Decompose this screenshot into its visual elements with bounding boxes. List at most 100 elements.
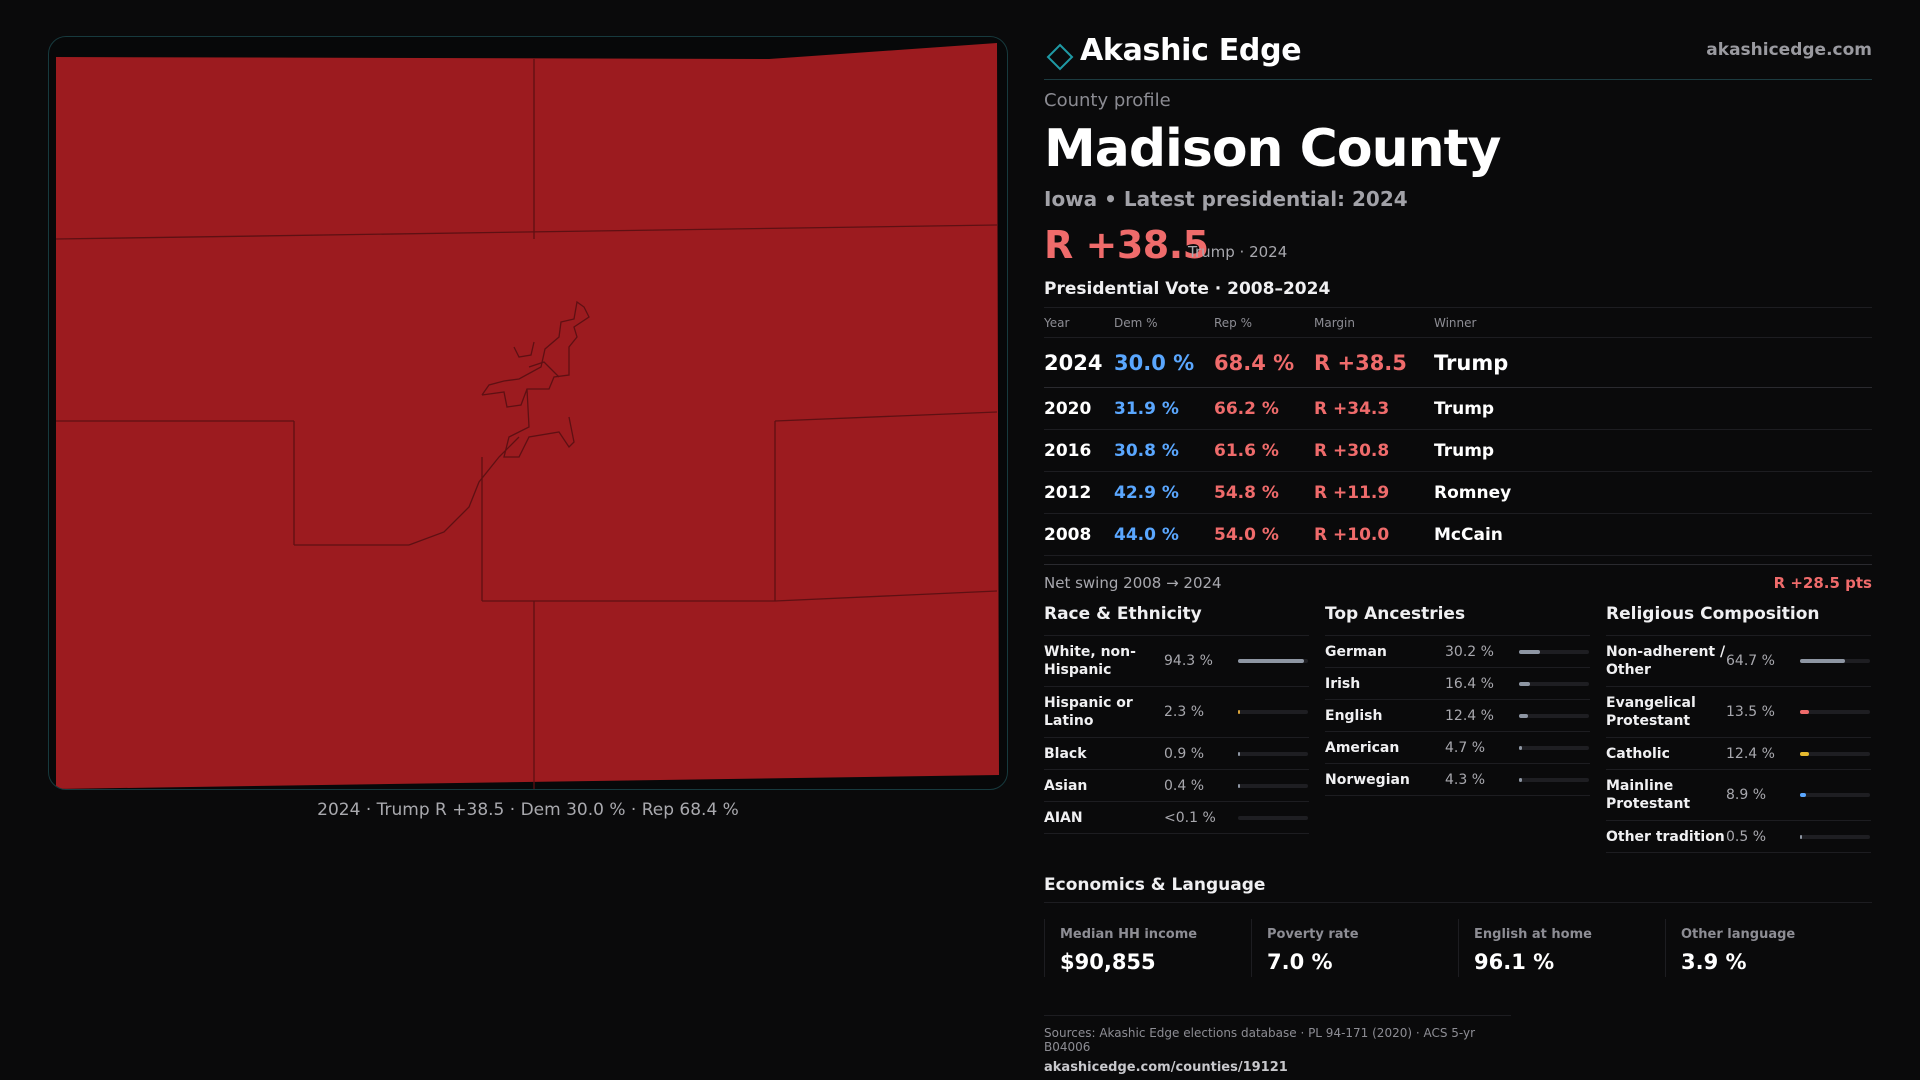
stat-label: Other language: [1681, 927, 1796, 942]
item-percent: 94.3 %: [1164, 653, 1213, 669]
stat-card-english-at-home: English at home 96.1 %: [1458, 919, 1665, 977]
winner-cell: Trump: [1434, 350, 1509, 375]
item-percent: 4.7 %: [1445, 739, 1486, 756]
share-bar: [1519, 745, 1589, 750]
top-ancestries-section: Top Ancestries German 30.2 % Irish 16.4 …: [1325, 602, 1590, 853]
item-percent: 4.3 %: [1445, 771, 1486, 788]
year-cell: 2024: [1044, 350, 1103, 375]
dem-cell: 30.0 %: [1114, 350, 1195, 375]
share-bar: [1519, 649, 1589, 654]
dem-cell: 44.0 %: [1114, 524, 1179, 545]
col-winner-header: Winner: [1434, 315, 1477, 330]
share-bar: [1238, 751, 1308, 756]
dem-cell: 31.9 %: [1114, 398, 1179, 419]
list-item: Asian 0.4 %: [1044, 770, 1309, 802]
table-row: 2020 31.9 % 66.2 % R +34.3 Trump: [1044, 388, 1872, 430]
item-percent: 2.3 %: [1164, 704, 1205, 720]
item-percent: <0.1 %: [1164, 809, 1216, 826]
margin-cell: R +11.9: [1314, 482, 1390, 503]
headline-sub: Trump · 2024: [1188, 243, 1288, 261]
item-label: Black: [1044, 745, 1087, 762]
share-bar: [1800, 793, 1870, 797]
margin-cell: R +30.8: [1314, 440, 1390, 461]
table-row: 2008 44.0 % 54.0 % R +10.0 McCain: [1044, 514, 1872, 556]
share-bar: [1519, 681, 1589, 686]
item-percent: 30.2 %: [1445, 643, 1494, 660]
stat-value: $90,855: [1060, 950, 1156, 974]
stat-card-other-language: Other language 3.9 %: [1665, 919, 1872, 977]
brand-name: Akashic Edge: [1080, 33, 1302, 68]
share-bar-fill: [1519, 649, 1541, 654]
list-item: Black 0.9 %: [1044, 738, 1309, 770]
headline-result: R +38.5 Trump · 2024: [1044, 223, 1872, 267]
margin-cell: R +10.0: [1314, 524, 1390, 545]
share-bar: [1800, 751, 1870, 756]
item-label: Irish: [1325, 675, 1361, 692]
margin-cell: R +38.5: [1314, 350, 1407, 375]
page-title: Madison County: [1044, 119, 1501, 179]
list-item: Mainline Protestant 8.9 %: [1606, 770, 1871, 821]
list-item: White, non-Hispanic 94.3 %: [1044, 636, 1309, 687]
headline-margin: R +38.5: [1044, 223, 1209, 267]
item-label: Evangelical Protestant: [1606, 695, 1696, 729]
vote-table: Year Dem % Rep % Margin Winner 2024 30.0…: [1044, 307, 1872, 556]
section-title: Top Ancestries: [1325, 602, 1590, 636]
list-item: Hispanic or Latino 2.3 %: [1044, 687, 1309, 738]
item-label: German: [1325, 643, 1387, 660]
share-bar-fill: [1519, 745, 1523, 750]
list-item: Other tradition 0.5 %: [1606, 821, 1871, 853]
stat-card-poverty-rate: Poverty rate 7.0 %: [1251, 919, 1458, 977]
race-ethnicity-section: Race & Ethnicity White, non-Hispanic 94.…: [1044, 602, 1309, 853]
stat-value: 3.9 %: [1681, 950, 1747, 974]
share-bar: [1800, 710, 1870, 714]
list-item: Irish 16.4 %: [1325, 668, 1590, 700]
table-row: 2024 30.0 % 68.4 % R +38.5 Trump: [1044, 338, 1872, 388]
share-bar-fill: [1800, 793, 1807, 797]
item-label: English: [1325, 707, 1383, 724]
religious-composition-section: Religious Composition Non-adherent / Oth…: [1606, 602, 1871, 853]
brand-bar: Akashic Edge akashicedge.com: [1044, 30, 1872, 80]
winner-cell: Trump: [1434, 398, 1495, 419]
eyebrow-label: County profile: [1044, 90, 1171, 111]
stat-value: 96.1 %: [1474, 950, 1555, 974]
share-bar: [1238, 710, 1308, 714]
net-swing-label: Net swing 2008 → 2024: [1044, 574, 1222, 592]
brand-url[interactable]: akashicedge.com: [1706, 40, 1872, 60]
item-percent: 0.5 %: [1726, 828, 1767, 845]
list-item: AIAN <0.1 %: [1044, 802, 1309, 834]
county-profile-panel: Akashic Edge akashicedge.com County prof…: [1044, 30, 1872, 1075]
sources-text: Sources: Akashic Edge elections database…: [1044, 1026, 1476, 1054]
year-cell: 2012: [1044, 482, 1092, 503]
stat-value: 7.0 %: [1267, 950, 1333, 974]
map-caption: 2024 · Trump R +38.5 · Dem 30.0 % · Rep …: [317, 800, 739, 820]
col-dem-header: Dem %: [1114, 315, 1158, 330]
share-bar-fill: [1800, 751, 1809, 756]
table-row: 2016 30.8 % 61.6 % R +30.8 Trump: [1044, 430, 1872, 472]
item-percent: 16.4 %: [1445, 675, 1494, 692]
share-bar-fill: [1238, 783, 1240, 788]
section-title: Race & Ethnicity: [1044, 602, 1309, 636]
item-percent: 0.9 %: [1164, 745, 1205, 762]
item-label: Other tradition: [1606, 828, 1725, 845]
list-item: American 4.7 %: [1325, 732, 1590, 764]
share-bar-fill: [1519, 681, 1531, 686]
share-bar: [1519, 777, 1589, 782]
township-boundaries: [55, 59, 998, 789]
item-label: Asian: [1044, 777, 1088, 794]
margin-cell: R +34.3: [1314, 398, 1390, 419]
county-map[interactable]: [49, 37, 1008, 790]
sources-link[interactable]: akashicedge.com/counties/19121: [1044, 1060, 1288, 1075]
share-bar: [1238, 815, 1308, 820]
item-percent: 0.4 %: [1164, 777, 1205, 794]
item-label: AIAN: [1044, 809, 1083, 826]
winner-cell: McCain: [1434, 524, 1503, 545]
county-shape: [56, 43, 999, 789]
table-header-row: Year Dem % Rep % Margin Winner: [1044, 308, 1872, 338]
list-item: Catholic 12.4 %: [1606, 738, 1871, 770]
list-item: Norwegian 4.3 %: [1325, 764, 1590, 796]
item-label: Catholic: [1606, 745, 1670, 762]
stat-label: English at home: [1474, 927, 1592, 942]
share-bar-fill: [1519, 713, 1528, 718]
stat-card-median-income: Median HH income $90,855: [1044, 919, 1251, 977]
vote-table-title: Presidential Vote · 2008–2024: [1044, 279, 1331, 299]
